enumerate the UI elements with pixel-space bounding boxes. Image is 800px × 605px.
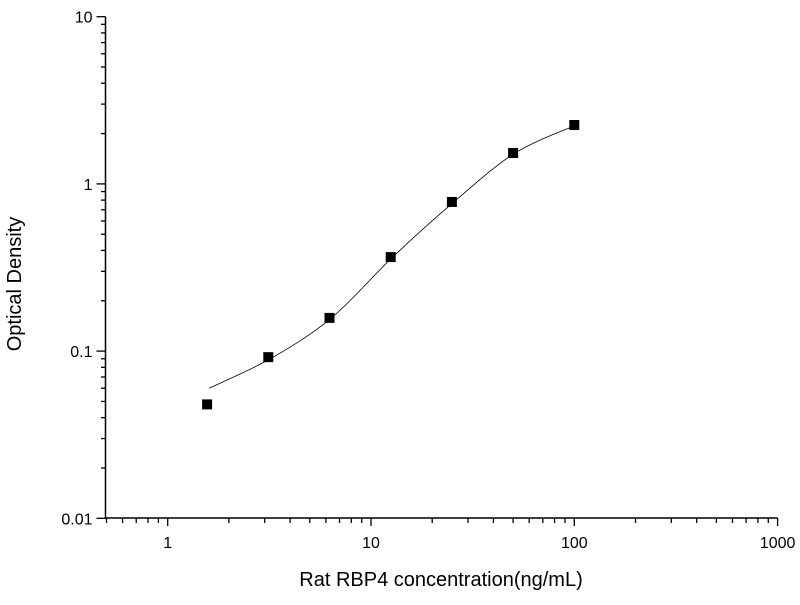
x-axis-label: Rat RBP4 concentration(ng/mL)	[299, 569, 582, 591]
y-axis-label: Optical Density	[4, 217, 26, 352]
x-tick-label: 1	[163, 535, 172, 552]
data-point	[263, 352, 274, 363]
data-point	[385, 252, 396, 263]
x-tick-label: 10	[362, 535, 380, 552]
x-tick-label: 1000	[760, 535, 796, 552]
data-point	[508, 148, 519, 159]
y-tick-label: 10	[75, 10, 93, 27]
tick-labels: 1 10 100 1000 0.01 0.1 1 10	[61, 10, 795, 552]
data-point	[446, 196, 457, 207]
data-point	[202, 399, 213, 410]
axes	[96, 16, 779, 526]
data-points	[202, 120, 580, 410]
x-tick-label: 100	[561, 535, 588, 552]
y-tick-label: 1	[84, 177, 93, 194]
data-point	[569, 120, 580, 131]
y-tick-label: 0.01	[61, 511, 92, 528]
data-point	[324, 312, 335, 323]
y-tick-label: 0.1	[70, 344, 92, 361]
